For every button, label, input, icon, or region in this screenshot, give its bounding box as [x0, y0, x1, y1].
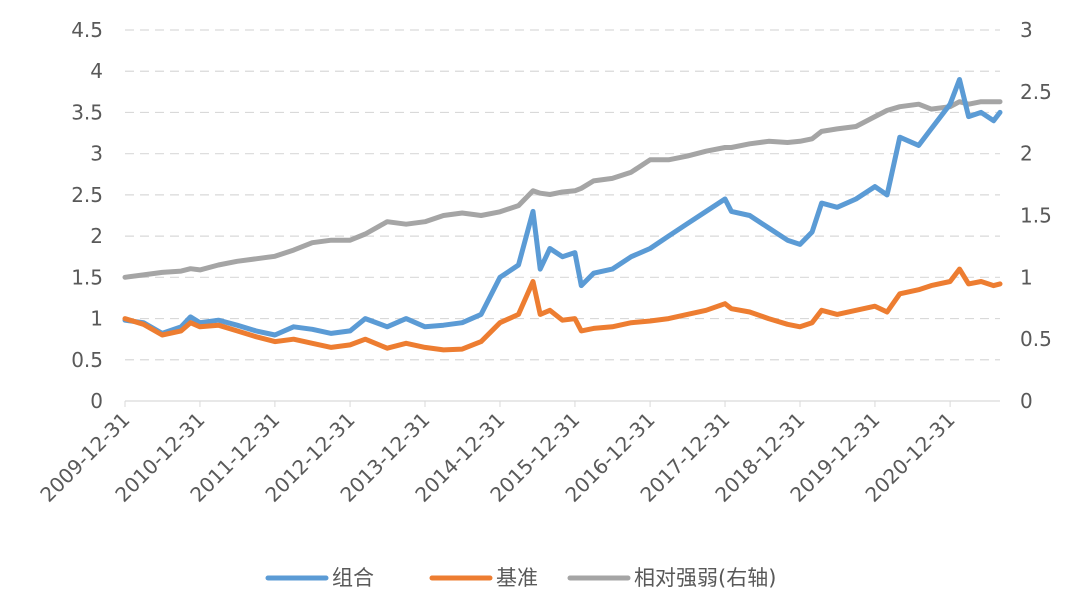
series-line-0 [122, 77, 1003, 338]
y-axis-left: 0 0.5 1 1.5 2 2.5 3 3.5 4 4.5 [71, 18, 103, 413]
y-right-tick-label: 1.5 [1020, 204, 1052, 228]
legend-label: 基准 [496, 566, 538, 590]
y-right-tick-label: 0 [1020, 389, 1033, 413]
x-axis: 2009-12-312010-12-312011-12-312012-12-31… [35, 401, 960, 507]
y-axis-right: 0 0.5 1 1.5 2 2.5 3 [1020, 18, 1052, 413]
y-right-tick-label: 3 [1020, 18, 1033, 42]
y-left-tick-label: 3 [90, 142, 103, 166]
series-line-1 [122, 266, 1003, 353]
y-left-tick-label: 4 [90, 59, 103, 83]
legend: 组合 基准 相对强弱(右轴) [265, 566, 776, 590]
y-right-tick-label: 2 [1020, 142, 1033, 166]
y-left-tick-label: 2.5 [71, 183, 103, 207]
y-left-tick-label: 1.5 [71, 265, 103, 289]
y-left-tick-label: 4.5 [71, 18, 103, 42]
y-left-tick-label: 3.5 [71, 100, 103, 124]
y-left-tick-label: 0.5 [71, 348, 103, 372]
series-lines [122, 77, 1003, 353]
y-right-tick-label: 0.5 [1020, 327, 1052, 351]
series-line-2 [122, 99, 1003, 280]
y-left-tick-label: 2 [90, 224, 103, 248]
legend-label: 相对强弱(右轴) [634, 566, 776, 590]
y-left-tick-label: 1 [90, 307, 103, 331]
y-right-tick-label: 2.5 [1020, 80, 1052, 104]
gridlines [125, 29, 1000, 402]
legend-label: 组合 [332, 566, 374, 590]
y-right-tick-label: 1 [1020, 265, 1033, 289]
y-left-tick-label: 0 [90, 389, 103, 413]
